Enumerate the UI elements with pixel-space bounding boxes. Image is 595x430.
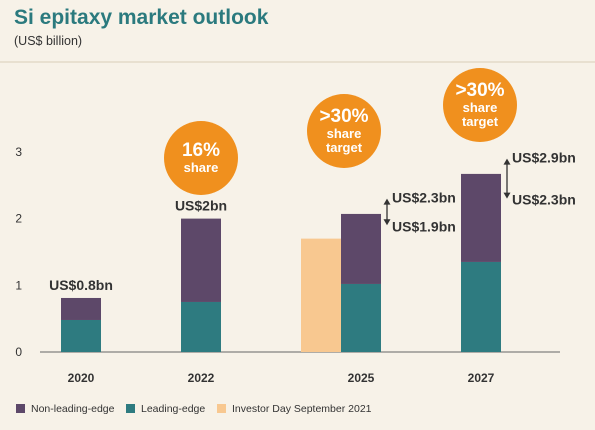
legend-label: Investor Day September 2021 [232, 403, 372, 415]
share-bubble [164, 121, 238, 195]
range-high-label: US$2.9bn [512, 150, 576, 166]
bar-leading-edge [341, 283, 381, 352]
range-arrow-head-up [383, 198, 391, 205]
y-tick-label: 3 [15, 145, 22, 159]
bubble-caption: target [462, 114, 499, 129]
range-low-label: US$1.9bn [392, 218, 456, 234]
bubble-percent: >30% [319, 106, 368, 127]
y-tick-label: 1 [15, 278, 22, 292]
x-category-label: 2022 [188, 371, 215, 385]
chart-subtitle: (US$ billion) [14, 34, 82, 48]
legend-label: Non-leading-edge [31, 403, 115, 415]
share-bubble [443, 68, 517, 142]
bubble-caption: share [463, 100, 498, 115]
x-category-label: 2020 [68, 371, 95, 385]
bar-leading-edge [461, 261, 501, 352]
range-arrow-head-down [503, 192, 511, 199]
range-arrow-head-down [383, 219, 391, 226]
y-tick-label: 2 [15, 212, 22, 226]
bar-leading-edge [61, 319, 101, 352]
bar-value-label: US$0.8bn [49, 277, 113, 293]
range-low-label: US$2.3bn [512, 192, 576, 208]
legend-label: Leading-edge [141, 403, 205, 415]
legend-swatch [126, 404, 135, 413]
x-category-label: 2025 [348, 371, 375, 385]
bar-non-leading-edge [61, 297, 101, 320]
legend: Non-leading-edge Leading-edge Investor Day… [16, 403, 372, 415]
x-category-label: 2027 [468, 371, 495, 385]
range-high-label: US$2.3bn [392, 190, 456, 206]
share-bubble [307, 94, 381, 168]
bar-non-leading-edge [341, 213, 381, 284]
range-arrow-head-up [503, 158, 511, 165]
chart-title: Si epitaxy market outlook [14, 6, 269, 29]
bubble-caption: share [327, 126, 362, 141]
bar-value-label: US$2bn [175, 198, 227, 214]
bar-investor-day [301, 238, 341, 352]
plot-area: 0 1 2 3 2020 2022 2025 2027 US$0.8bn US$2bn US$2.3… [15, 68, 576, 385]
bubble-caption: share [184, 160, 219, 175]
legend-swatch [16, 404, 25, 413]
bar-non-leading-edge [461, 173, 501, 262]
bubble-percent: 16% [182, 140, 220, 161]
bar-non-leading-edge [181, 218, 221, 302]
legend-swatch [217, 404, 226, 413]
bubble-percent: >30% [455, 80, 504, 101]
bar-leading-edge [181, 301, 221, 352]
bubble-caption: target [326, 140, 363, 155]
y-tick-label: 0 [15, 345, 22, 359]
